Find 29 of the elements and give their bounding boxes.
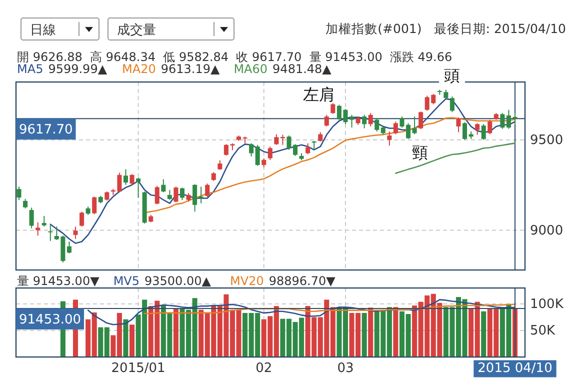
chart-title: 加權指數(#001) (326, 21, 422, 36)
y-tick-label: 9500 (530, 133, 564, 148)
text: 9599.99▲ (48, 62, 108, 76)
annotation: 左肩 (303, 85, 335, 104)
text: 9481.48▲ (272, 62, 332, 76)
y-tick-label: 100K (530, 297, 564, 312)
ref-line-label: 9617.70 (19, 122, 73, 138)
text: MA20 (122, 62, 156, 76)
chart-subtitle: 最後日期: 2015/04/10 (434, 21, 566, 36)
ref-line-label: 91453.00 (19, 312, 82, 328)
text: 日線 (30, 23, 56, 38)
y-tick-label: 50K (530, 324, 556, 339)
text: 開 9626.88 高 9648.34 低 9582.84 收 9617.70 量 91453.00 漲跌 49.66 (17, 50, 452, 64)
series-label: MV5 (113, 274, 140, 288)
series-label: MV20 (230, 274, 264, 288)
text: MA5 (17, 62, 44, 76)
x-tick-label: 03 (337, 361, 354, 376)
text: 量 91453.00▼ (17, 274, 100, 288)
text: 成交量 (117, 22, 156, 38)
text: MA60 (234, 62, 268, 76)
text: 98896.70▼ (268, 274, 336, 288)
annotation: 頸 (412, 143, 428, 162)
text: 93500.00▲ (144, 274, 212, 288)
x-tick-label: 2015/01 (111, 361, 166, 376)
y-tick-label: 9000 (530, 223, 564, 238)
x-tick-label: 02 (256, 361, 272, 376)
text: 9613.19▲ (160, 62, 220, 76)
annotation: 頭 (444, 66, 460, 85)
x-tick-label: 2015 04/10 (478, 361, 552, 376)
